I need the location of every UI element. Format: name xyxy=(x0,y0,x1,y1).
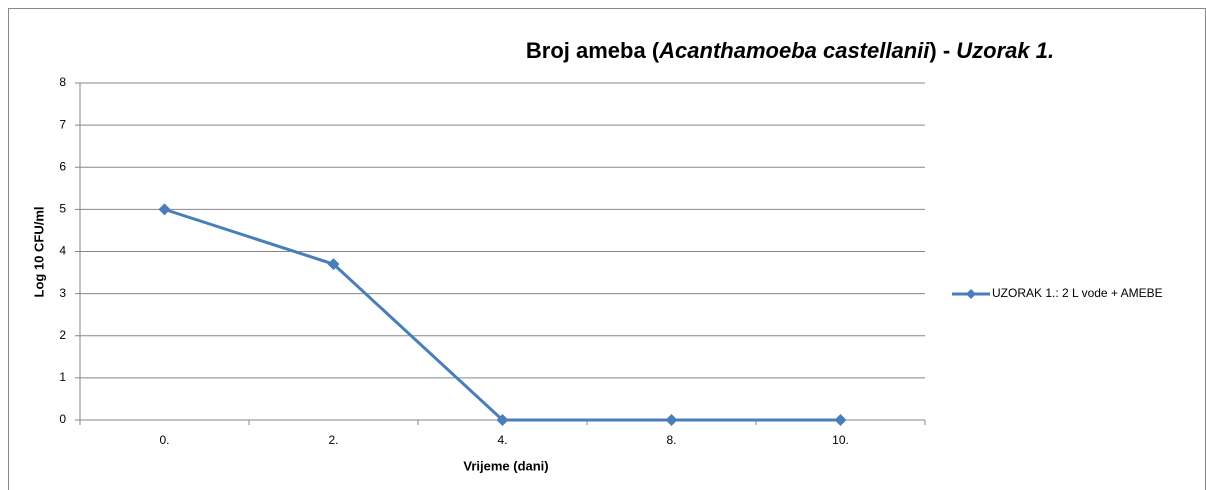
data-point xyxy=(496,414,509,426)
chart-title: Broj ameba (Acanthamoeba castellanii) - … xyxy=(526,38,1054,63)
x-tick-label: 4. xyxy=(497,433,507,447)
data-point xyxy=(158,203,171,216)
data-point xyxy=(327,258,340,271)
y-tick-label: 8 xyxy=(59,75,66,89)
y-tick-label: 5 xyxy=(59,202,66,216)
title-part: Broj ameba ( xyxy=(526,38,660,63)
y-tick-label: 0 xyxy=(59,412,66,426)
y-tick-label: 4 xyxy=(59,244,66,258)
x-tick-label: 8. xyxy=(666,433,676,447)
title-part: Uzorak 1. xyxy=(956,38,1054,63)
title-part: Acanthamoeba castellanii xyxy=(658,38,930,63)
legend-marker xyxy=(966,289,976,299)
y-tick-label: 7 xyxy=(59,117,66,131)
legend-label: UZORAK 1.: 2 L vode + AMEBE xyxy=(992,286,1163,300)
y-tick-label: 3 xyxy=(59,286,66,300)
chart-frame xyxy=(8,8,1206,490)
x-axis-label: Vrijeme (dani) xyxy=(463,458,548,473)
title-part: ) - xyxy=(929,38,956,63)
y-tick-label: 6 xyxy=(59,159,66,173)
x-tick-label: 0. xyxy=(159,433,169,447)
x-tick-label: 2. xyxy=(328,433,338,447)
y-axis-label: Log 10 CFU/ml xyxy=(31,206,46,297)
x-tick-label: 10. xyxy=(832,433,849,447)
y-tick-label: 1 xyxy=(59,370,66,384)
data-point xyxy=(834,414,847,426)
data-point xyxy=(665,414,678,426)
y-tick-label: 2 xyxy=(59,328,66,342)
